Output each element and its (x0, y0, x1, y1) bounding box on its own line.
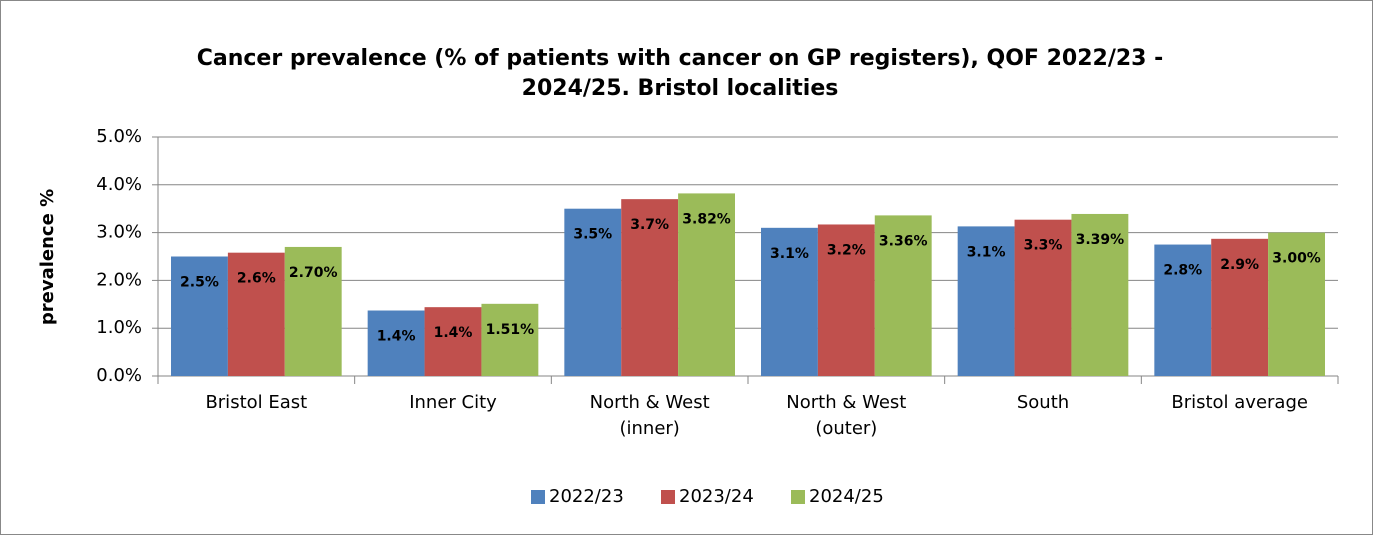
bar (227, 252, 285, 376)
bar (817, 224, 875, 376)
bar (1211, 238, 1269, 376)
bar (1268, 232, 1325, 376)
data-label: 3.39% (1076, 232, 1125, 248)
data-label: 2.70% (289, 265, 338, 281)
bar (957, 226, 1015, 376)
data-label: 1.51% (486, 322, 535, 338)
data-label: 3.00% (1272, 251, 1321, 267)
data-label: 3.1% (967, 244, 1006, 260)
data-label: 3.36% (879, 233, 928, 249)
data-label: 3.82% (682, 211, 731, 227)
legend-swatch (531, 490, 545, 504)
bar (874, 215, 932, 376)
x-tick-label: North & West (outer) (786, 392, 907, 439)
data-label: 1.4% (377, 329, 416, 345)
x-tick-label: North & West (inner) (589, 392, 710, 439)
x-tick-label: Bristol East (205, 392, 308, 413)
data-label: 3.1% (770, 246, 809, 262)
y-tick-label: 5.0% (96, 126, 142, 147)
x-tick-label: Inner City (409, 392, 497, 413)
bar (1014, 219, 1072, 376)
bar (1071, 213, 1129, 376)
x-tick-label: South (1016, 392, 1070, 413)
data-label: 3.7% (630, 217, 669, 233)
data-label: 2.8% (1163, 263, 1202, 279)
legend-label: 2022/23 (549, 486, 624, 507)
legend-label: 2023/24 (679, 486, 754, 507)
bar (367, 310, 425, 376)
data-label: 3.5% (573, 227, 612, 243)
y-tick-label: 0.0% (96, 365, 142, 386)
bar (424, 307, 482, 376)
x-tick-label: Bristol average (1171, 392, 1308, 413)
bar (481, 303, 539, 376)
data-label: 2.9% (1220, 257, 1259, 273)
bar (1154, 244, 1212, 376)
bar (678, 193, 735, 376)
y-tick-label: 4.0% (96, 174, 142, 195)
bar (564, 208, 622, 376)
y-tick-label: 3.0% (96, 222, 142, 243)
bar (621, 199, 679, 376)
data-label: 1.4% (434, 325, 473, 341)
bar (761, 227, 818, 376)
data-label: 3.2% (827, 242, 866, 258)
data-label: 2.5% (180, 275, 219, 291)
y-tick-label: 1.0% (96, 317, 142, 338)
data-label: 2.6% (237, 271, 276, 287)
bar (284, 246, 342, 376)
y-tick-label: 2.0% (96, 269, 142, 290)
data-label: 3.3% (1024, 238, 1063, 254)
legend-swatch (661, 490, 675, 504)
legend-label: 2024/25 (809, 486, 884, 507)
bar (171, 256, 228, 376)
chart-title: Cancer prevalence (% of patients with ca… (196, 46, 1164, 101)
y-axis-label: prevalence % (37, 189, 58, 325)
legend-swatch (791, 490, 805, 504)
